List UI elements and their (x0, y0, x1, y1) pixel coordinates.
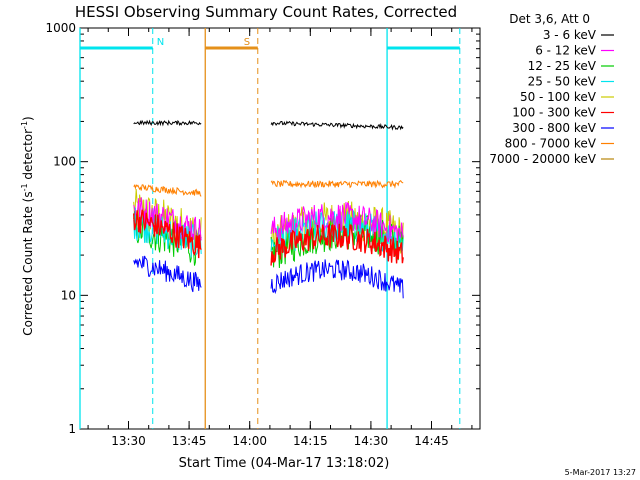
legend-label: 100 - 300 keV (512, 106, 596, 120)
y-axis-label-main: Corrected Count Rate (s (21, 191, 35, 335)
series-line (133, 209, 202, 259)
y-tick-label: 100 (53, 155, 76, 169)
legend-label: 25 - 50 keV (528, 75, 597, 89)
series-line (270, 222, 404, 266)
series-line (133, 119, 202, 127)
series-line (270, 202, 404, 246)
flag-label: S (244, 37, 250, 48)
y-axis-label-sup1: -1 (20, 183, 29, 191)
series-line (270, 259, 404, 299)
y-tick-label: 1 (68, 422, 76, 436)
y-tick-label: 1000 (45, 21, 76, 35)
legend-title: Det 3,6, Att 0 (509, 12, 590, 26)
y-axis-label-end: ) (21, 116, 35, 121)
series-line (270, 179, 404, 189)
y-axis-label-mid: detector (21, 129, 35, 184)
legend-label: 50 - 100 keV (520, 90, 597, 104)
legend-label: 7000 - 20000 keV (489, 152, 596, 166)
y-axis-label-sup2: -1 (20, 121, 29, 129)
plot-area: 1 10 100 1000 13:30 13:45 14:00 14:15 14:30 14:45… (45, 21, 481, 448)
x-axis-label: Start Time (04-Mar-17 13:18:02) (179, 456, 390, 471)
legend-label: 300 - 800 keV (512, 121, 596, 135)
legend-label: 3 - 6 keV (543, 28, 597, 42)
legend-label: 12 - 25 keV (528, 59, 597, 73)
x-tick-label: 13:30 (111, 434, 146, 448)
x-tick-label: 14:30 (354, 434, 389, 448)
x-tick-label: 14:15 (293, 434, 328, 448)
x-tick-label: 13:45 (172, 434, 207, 448)
series-line (133, 184, 202, 197)
flag-label: N (157, 37, 164, 48)
legend-label: 6 - 12 keV (535, 44, 597, 58)
footer-date: 5-Mar-2017 13:27 (565, 468, 636, 477)
x-tick-label: 14:45 (414, 434, 449, 448)
series-line (133, 255, 202, 293)
series-line (270, 120, 404, 131)
chart-title: HESSI Observing Summary Count Rates, Cor… (75, 3, 457, 21)
y-tick-label: 10 (61, 288, 76, 302)
legend-label: 800 - 7000 keV (505, 137, 597, 151)
y-axis-label: Corrected Count Rate (s-1 detector-1) (20, 116, 35, 335)
x-tick-label: 14:00 (232, 434, 267, 448)
